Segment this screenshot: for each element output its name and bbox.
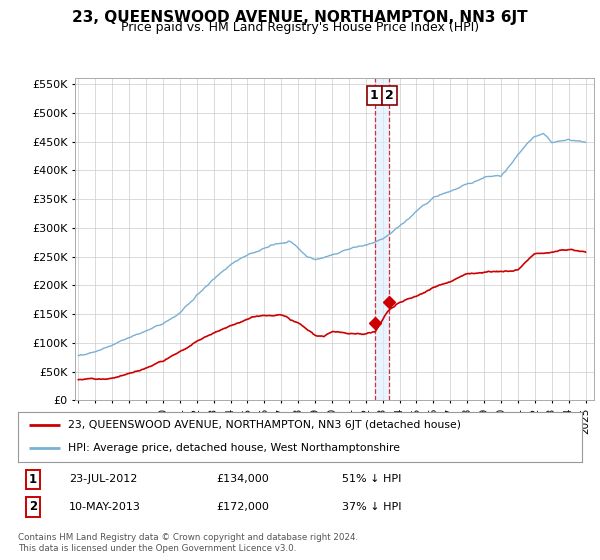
- Bar: [375, 78, 389, 400]
- Text: 37% ↓ HPI: 37% ↓ HPI: [342, 502, 401, 512]
- Text: Price paid vs. HM Land Registry's House Price Index (HPI): Price paid vs. HM Land Registry's House …: [121, 21, 479, 34]
- Text: 51% ↓ HPI: 51% ↓ HPI: [342, 474, 401, 484]
- Text: £172,000: £172,000: [216, 502, 269, 512]
- Text: Contains HM Land Registry data © Crown copyright and database right 2024.
This d: Contains HM Land Registry data © Crown c…: [18, 533, 358, 553]
- Text: 2: 2: [385, 89, 394, 102]
- Text: 23, QUEENSWOOD AVENUE, NORTHAMPTON, NN3 6JT: 23, QUEENSWOOD AVENUE, NORTHAMPTON, NN3 …: [72, 10, 528, 25]
- Text: £134,000: £134,000: [216, 474, 269, 484]
- Text: 23-JUL-2012: 23-JUL-2012: [69, 474, 137, 484]
- Text: 10-MAY-2013: 10-MAY-2013: [69, 502, 141, 512]
- Text: 1: 1: [370, 89, 379, 102]
- Text: HPI: Average price, detached house, West Northamptonshire: HPI: Average price, detached house, West…: [68, 444, 400, 454]
- Text: 2: 2: [29, 500, 37, 514]
- Text: 1: 1: [29, 473, 37, 486]
- Text: 23, QUEENSWOOD AVENUE, NORTHAMPTON, NN3 6JT (detached house): 23, QUEENSWOOD AVENUE, NORTHAMPTON, NN3 …: [68, 420, 461, 430]
